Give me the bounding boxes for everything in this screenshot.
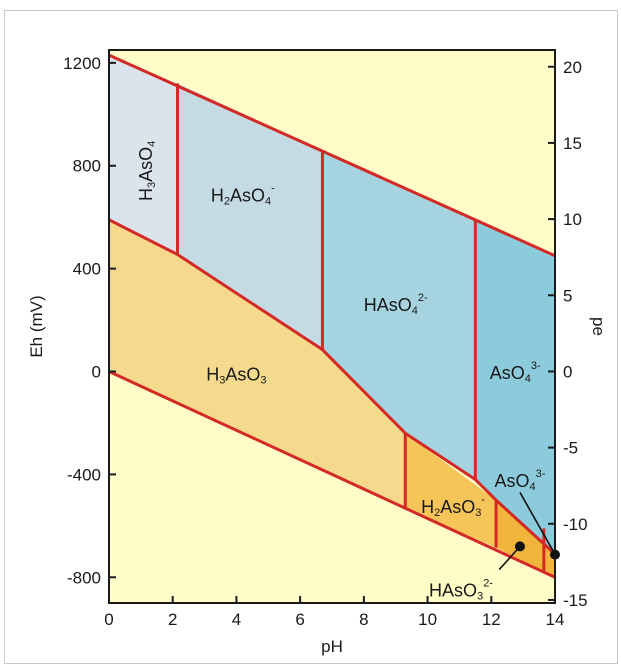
y-tick-label: 1200 xyxy=(63,54,101,73)
x-axis-label: pH xyxy=(321,637,343,656)
x-tick-label: 2 xyxy=(168,610,177,629)
species-label: H2AsO3- xyxy=(421,494,485,519)
x-tick-label: 10 xyxy=(418,610,437,629)
species-label: HAsO42- xyxy=(364,292,428,317)
y2-tick-label: 0 xyxy=(563,362,572,381)
x-tick-label: 6 xyxy=(295,610,304,629)
y2-tick-label: 10 xyxy=(563,210,582,229)
leader-line xyxy=(498,545,521,571)
region-h2aso4 xyxy=(177,83,323,350)
y2-tick-label: 5 xyxy=(563,286,572,305)
y2-tick-label: -15 xyxy=(563,591,588,610)
axes: 0 2 4 6 8 10 12 14 1200 800 400 0 -400 -800 20 15 10 5 0 -5… xyxy=(63,49,588,629)
y-tick-label: 0 xyxy=(92,363,101,382)
region-h3aso4 xyxy=(109,55,178,255)
species-label: AsO43- xyxy=(490,360,541,385)
x-tick-label: 4 xyxy=(232,610,241,629)
boundary-line xyxy=(108,53,556,258)
y-tick-label: -400 xyxy=(67,465,101,484)
x-tick-label: 12 xyxy=(482,610,501,629)
stability-regions xyxy=(109,50,555,603)
leader-line xyxy=(519,492,555,552)
y-tick-label: 400 xyxy=(73,260,101,279)
region-h2aso3 xyxy=(405,433,497,548)
y2-tick-label: -5 xyxy=(563,439,578,458)
y2-tick-label: -10 xyxy=(563,515,588,534)
species-label: H3AsO4 xyxy=(136,141,158,201)
species-labels: H3AsO4 H2AsO4- HAsO42- AsO43- H3AsO3 H2AsO3- A… xyxy=(136,141,546,603)
species-label: H3AsO3 xyxy=(206,364,266,386)
leader-lines xyxy=(498,492,555,571)
marker-point xyxy=(514,541,525,552)
y2-tick-label: 15 xyxy=(563,134,582,153)
species-label: H2AsO4- xyxy=(211,183,275,208)
x-tick-label: 8 xyxy=(359,610,368,629)
x-tick-label: 14 xyxy=(546,610,565,629)
plot-border xyxy=(108,49,556,604)
y-tick-label: 800 xyxy=(73,157,101,176)
y-tick-label: -800 xyxy=(67,568,101,587)
region-aso4 xyxy=(475,221,555,555)
x-tick-label: 0 xyxy=(104,610,113,629)
boundary-line xyxy=(108,370,556,579)
species-label: AsO43- xyxy=(494,468,545,493)
region-haso3 xyxy=(496,500,555,578)
region-haso4 xyxy=(322,150,476,480)
y2-tick-label: 20 xyxy=(563,58,582,77)
y-axis-label: Eh (mV) xyxy=(27,295,46,357)
y2-axis-label: pe xyxy=(589,317,608,336)
species-label: HAsO32- xyxy=(429,577,493,602)
region-h3aso3 xyxy=(109,219,406,508)
